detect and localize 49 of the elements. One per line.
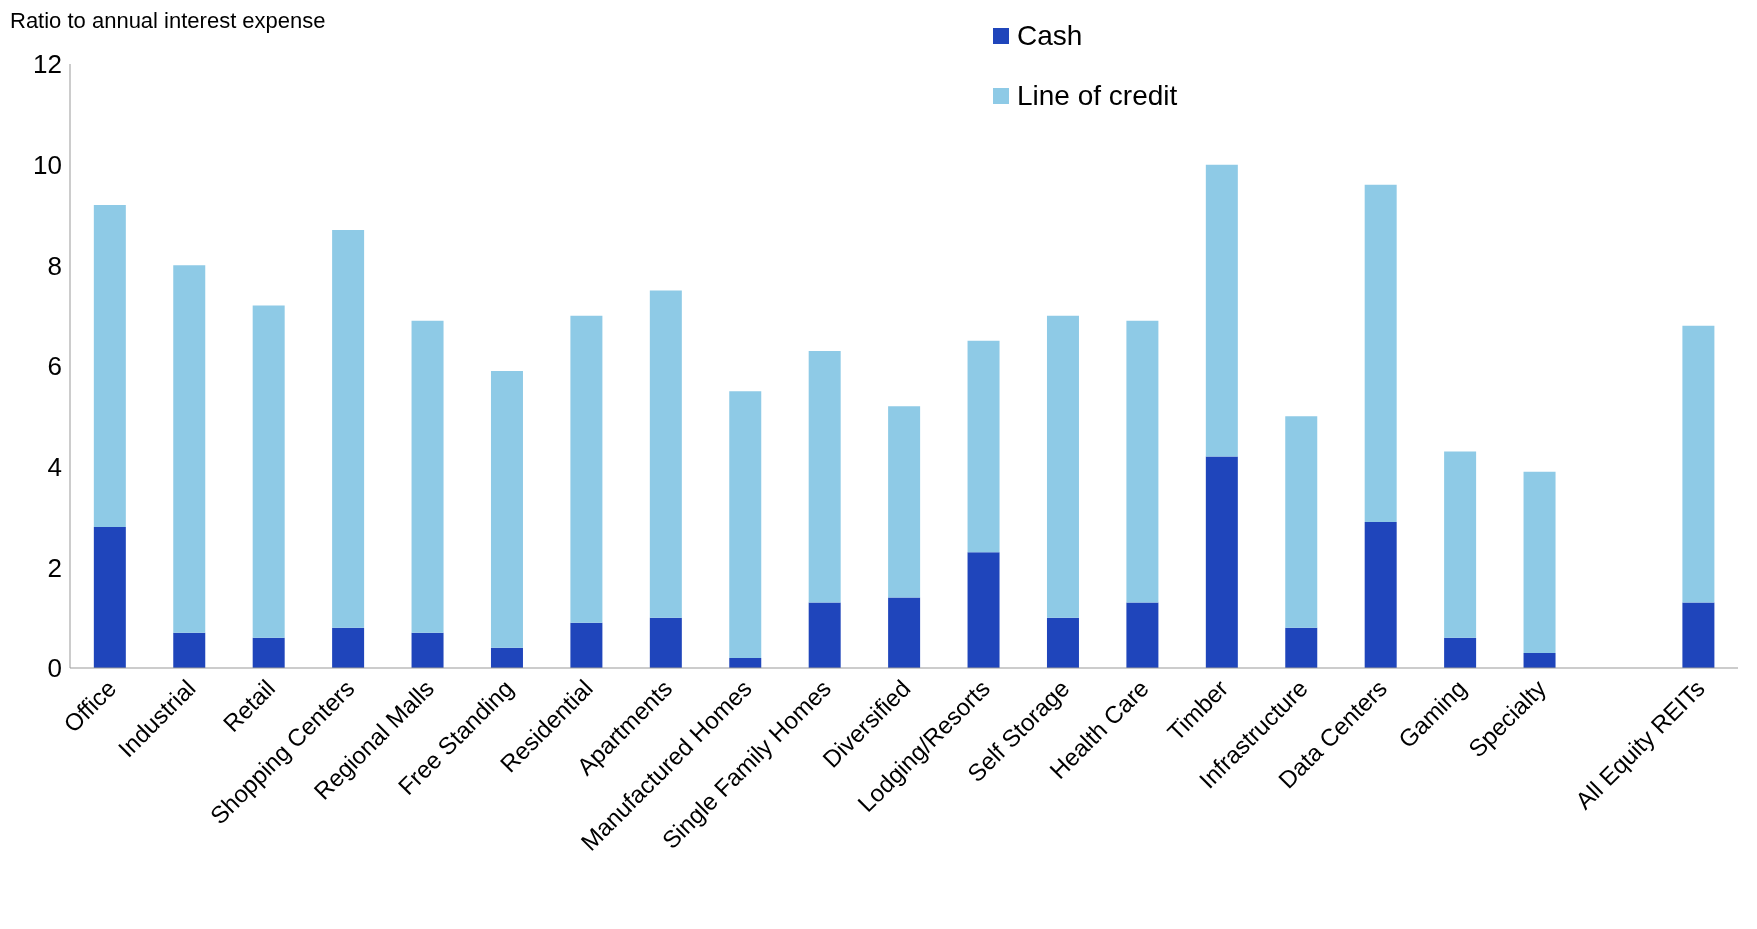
bar xyxy=(1285,627,1318,668)
bar xyxy=(1205,456,1238,668)
bar xyxy=(411,320,444,633)
bar xyxy=(332,230,365,628)
bar xyxy=(1285,416,1318,628)
bar xyxy=(1126,320,1159,603)
bar xyxy=(1126,602,1159,668)
y-tick-label: 12 xyxy=(33,49,62,80)
bar xyxy=(93,527,126,668)
bar xyxy=(1682,602,1715,668)
bar xyxy=(1046,617,1079,668)
bar xyxy=(729,391,762,658)
y-tick-label: 8 xyxy=(47,250,62,281)
bar xyxy=(173,265,206,633)
y-tick-label: 6 xyxy=(47,351,62,382)
bar xyxy=(967,552,1000,668)
bar xyxy=(490,647,523,668)
y-tick-label: 4 xyxy=(47,451,62,482)
y-axis-title: Ratio to annual interest expense xyxy=(10,8,326,34)
bar xyxy=(967,340,1000,553)
bar xyxy=(332,627,365,668)
bar xyxy=(888,406,921,598)
y-tick-label: 10 xyxy=(33,149,62,180)
bar xyxy=(252,637,285,668)
bar xyxy=(570,622,603,668)
y-tick-label: 0 xyxy=(47,653,62,684)
bar xyxy=(1364,184,1397,523)
legend-label: Line of credit xyxy=(1017,80,1178,112)
bar xyxy=(173,632,206,668)
bar xyxy=(252,305,285,638)
bar xyxy=(1523,471,1556,653)
bar xyxy=(1682,325,1715,603)
bar xyxy=(411,632,444,668)
bar xyxy=(1444,637,1477,668)
bar xyxy=(649,617,682,668)
legend-label: Cash xyxy=(1017,20,1083,52)
bar xyxy=(1364,522,1397,668)
bar xyxy=(808,350,841,603)
bar xyxy=(1444,451,1477,638)
bar xyxy=(649,290,682,618)
bar xyxy=(1523,652,1556,668)
bar xyxy=(1205,164,1238,457)
bar xyxy=(570,315,603,623)
bar xyxy=(490,371,523,648)
bar xyxy=(888,597,921,668)
y-tick-label: 2 xyxy=(47,552,62,583)
bar xyxy=(808,602,841,668)
bar xyxy=(93,204,126,528)
bar xyxy=(1046,315,1079,618)
